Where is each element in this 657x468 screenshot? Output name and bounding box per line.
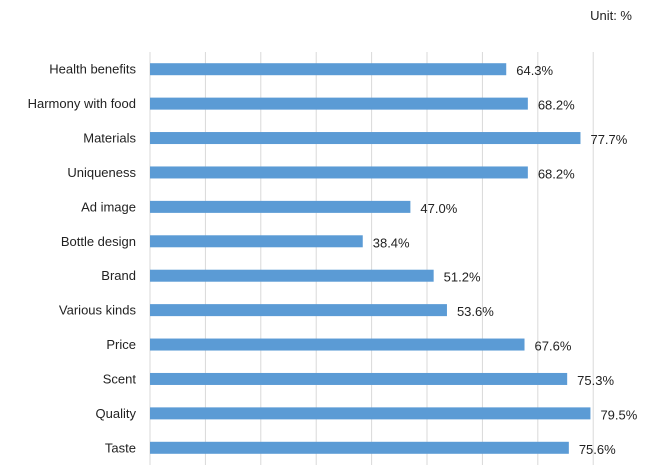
grid-layer xyxy=(149,52,594,465)
value-label: 64.3% xyxy=(516,63,553,78)
bar xyxy=(150,97,528,110)
category-label: Quality xyxy=(96,406,137,421)
value-label: 38.4% xyxy=(373,235,410,250)
value-label: 51.2% xyxy=(444,270,481,285)
category-label: Ad image xyxy=(81,199,136,214)
value-label: 68.2% xyxy=(538,166,575,181)
category-label: Harmony with food xyxy=(28,96,136,111)
value-label: 75.3% xyxy=(577,373,614,388)
category-label: Health benefits xyxy=(49,62,136,77)
bar xyxy=(150,200,411,213)
bar xyxy=(150,304,447,317)
category-label: Price xyxy=(106,337,136,352)
bar xyxy=(150,441,569,454)
bar xyxy=(150,338,525,351)
value-label: 47.0% xyxy=(420,201,457,216)
value-label: 53.6% xyxy=(457,304,494,319)
value-label: 67.6% xyxy=(535,339,572,354)
bar xyxy=(150,372,568,385)
bar xyxy=(150,235,363,248)
bar xyxy=(150,407,591,420)
category-label: Materials xyxy=(83,131,136,146)
category-label: Bottle design xyxy=(61,234,136,249)
category-label: Taste xyxy=(105,440,136,455)
bar-layer xyxy=(150,63,591,454)
category-label: Scent xyxy=(103,371,137,386)
bar xyxy=(150,166,528,179)
bar xyxy=(150,63,507,76)
category-label: Brand xyxy=(101,268,136,283)
value-label: 75.6% xyxy=(579,442,616,457)
unit-label: Unit: % xyxy=(590,8,632,23)
value-label: 77.7% xyxy=(590,132,627,147)
category-label: Various kinds xyxy=(59,303,137,318)
category-label: Uniqueness xyxy=(67,165,136,180)
value-label: 68.2% xyxy=(538,98,575,113)
value-label: 79.5% xyxy=(600,407,637,422)
bar xyxy=(150,132,581,145)
label-layer: Health benefits 64.3% Harmony with food 68.… xyxy=(28,62,638,457)
bar xyxy=(150,269,434,282)
